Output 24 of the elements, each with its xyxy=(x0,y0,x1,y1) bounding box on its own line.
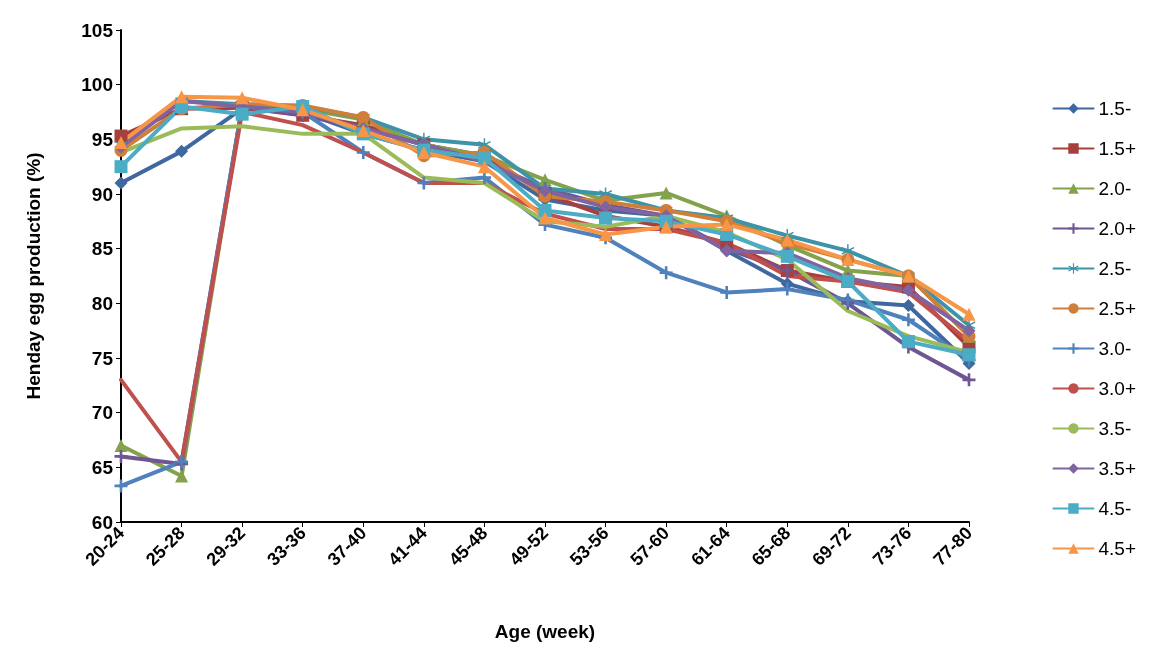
y-axis-title: Henday egg production (%) xyxy=(23,152,44,400)
legend-label: 3.5+ xyxy=(1098,458,1137,479)
legend-label: 3.0+ xyxy=(1098,378,1137,399)
y-tick-label: 75 xyxy=(91,347,114,369)
x-axis-title: Age (week) xyxy=(494,621,596,642)
y-tick-label: 105 xyxy=(81,19,114,41)
y-tick-label: 90 xyxy=(91,183,113,205)
y-tick-label: 80 xyxy=(91,292,113,314)
legend-label: 1.5+ xyxy=(1098,138,1137,159)
legend-label: 1.5- xyxy=(1098,98,1132,119)
y-tick-label: 95 xyxy=(91,128,114,150)
y-tick-label: 100 xyxy=(81,74,113,96)
y-tick-label: 60 xyxy=(91,511,113,533)
legend-label: 2.5+ xyxy=(1098,298,1137,319)
legend-label: 2.0+ xyxy=(1098,218,1137,239)
legend-label: 3.5- xyxy=(1098,418,1132,439)
y-tick-label: 65 xyxy=(91,456,114,478)
legend-label: 2.5- xyxy=(1098,258,1132,279)
legend-label: 4.5- xyxy=(1098,498,1132,519)
legend-label: 4.5+ xyxy=(1098,538,1137,559)
legend-label: 2.0- xyxy=(1098,178,1132,199)
y-tick-label: 85 xyxy=(91,238,114,260)
legend-label: 3.0- xyxy=(1098,338,1132,359)
y-tick-label: 70 xyxy=(91,402,113,424)
